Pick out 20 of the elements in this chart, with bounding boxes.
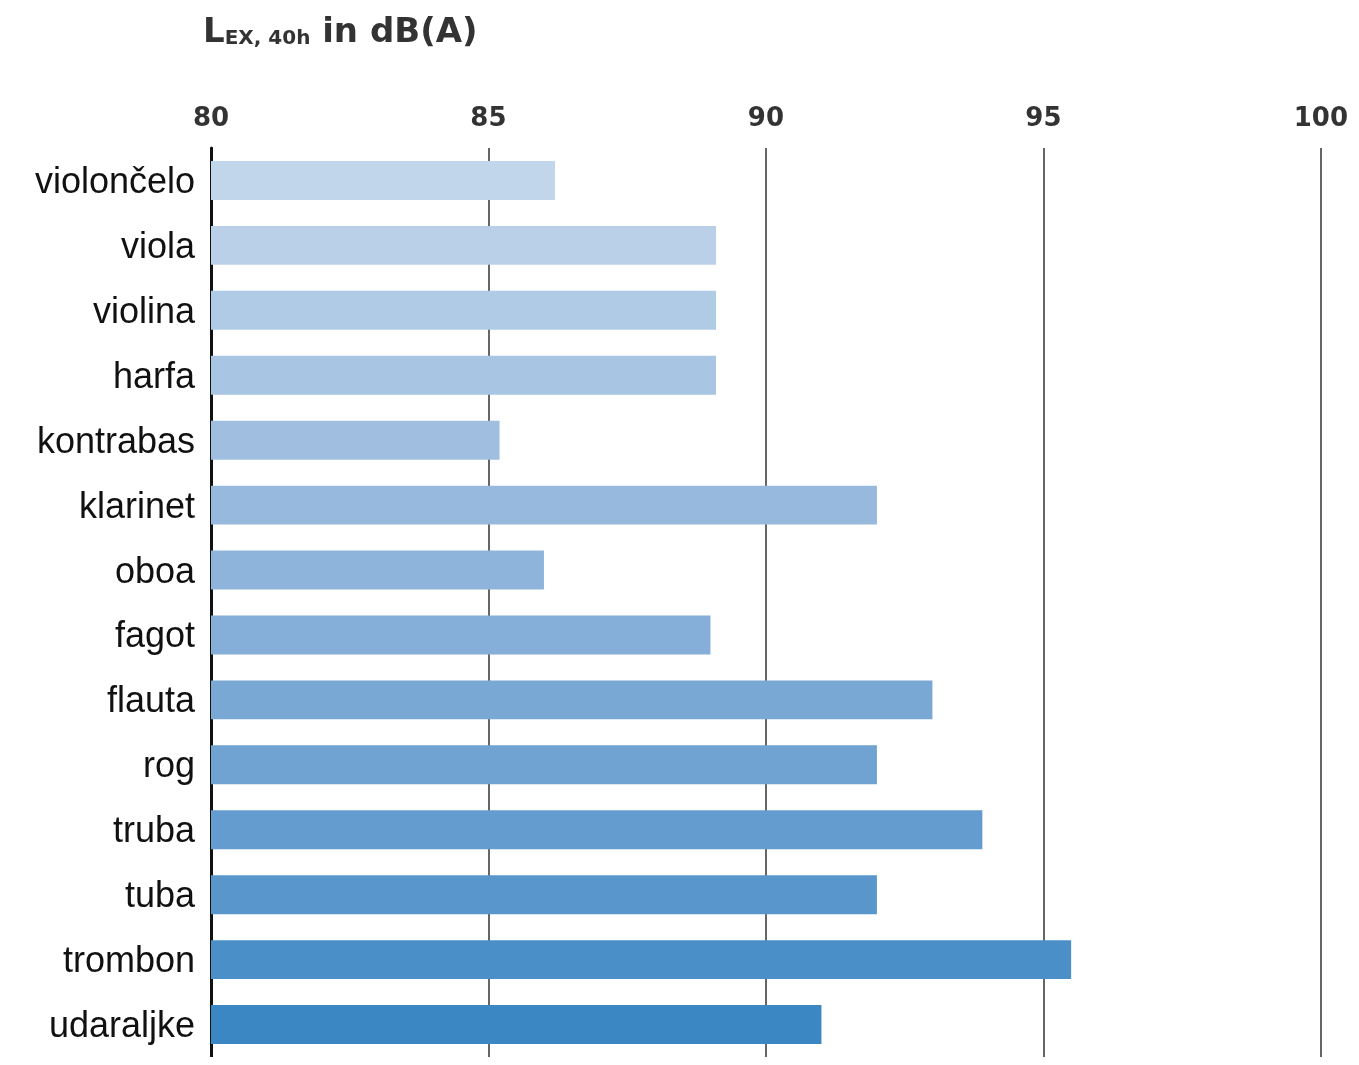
y-tick-label: violina <box>92 289 196 331</box>
x-tick-label: 95 <box>1025 102 1062 132</box>
y-tick-label: udaraljke <box>48 1004 195 1046</box>
y-tick-label: tuba <box>124 874 196 916</box>
x-tick-label: 85 <box>470 102 507 132</box>
y-tick-label: klarinet <box>78 484 195 526</box>
y-tick-label: trombon <box>62 939 195 981</box>
y-tick-label: kontrabas <box>36 419 195 461</box>
y-tick-label: rog <box>142 744 195 786</box>
x-tick-label: 90 <box>747 102 785 132</box>
y-tick-label: viola <box>120 224 196 266</box>
y-tick-label: harfa <box>112 354 196 396</box>
y-tick-label: flauta <box>106 679 196 721</box>
y-tick-label: truba <box>112 809 196 851</box>
x-tick-label: 80 <box>192 102 230 132</box>
y-tick-label: violončelo <box>34 159 195 201</box>
x-axis-title: LEX, 40h in dB(A) <box>203 10 478 50</box>
y-tick-label: oboa <box>114 549 196 591</box>
y-tick-label: fagot <box>114 614 195 656</box>
x-tick-label: 100 <box>1293 102 1348 132</box>
